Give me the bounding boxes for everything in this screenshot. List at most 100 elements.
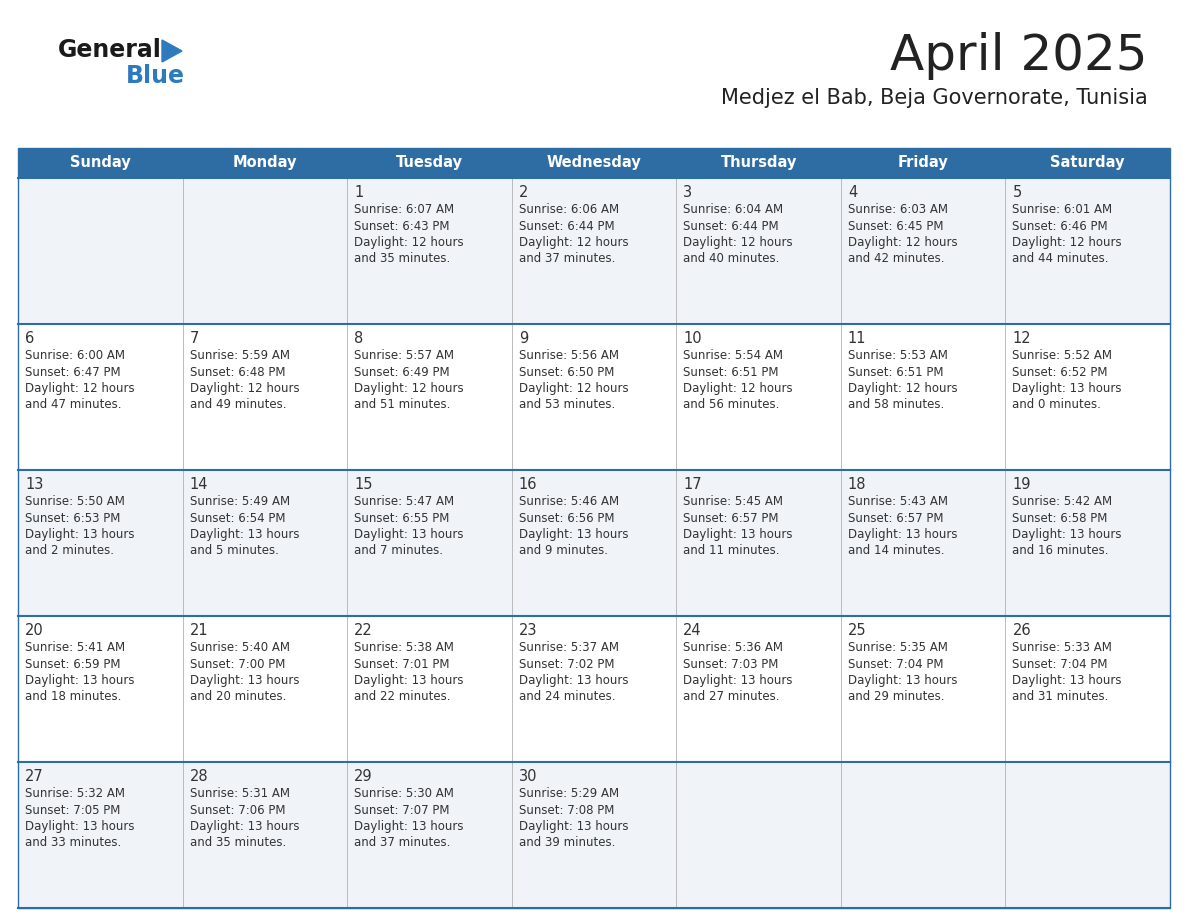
Text: Daylight: 12 hours: Daylight: 12 hours — [519, 382, 628, 395]
Text: and 51 minutes.: and 51 minutes. — [354, 398, 450, 411]
Text: 19: 19 — [1012, 477, 1031, 492]
Text: Sunrise: 5:29 AM: Sunrise: 5:29 AM — [519, 787, 619, 800]
Text: Daylight: 13 hours: Daylight: 13 hours — [519, 674, 628, 687]
Text: Wednesday: Wednesday — [546, 155, 642, 171]
Text: 23: 23 — [519, 623, 537, 638]
Text: Sunrise: 5:50 AM: Sunrise: 5:50 AM — [25, 495, 125, 508]
Text: and 18 minutes.: and 18 minutes. — [25, 690, 121, 703]
Bar — [18, 762, 1170, 908]
Text: and 35 minutes.: and 35 minutes. — [354, 252, 450, 265]
Text: Sunset: 6:57 PM: Sunset: 6:57 PM — [848, 511, 943, 524]
Text: Sunset: 6:58 PM: Sunset: 6:58 PM — [1012, 511, 1107, 524]
Text: Sunset: 6:48 PM: Sunset: 6:48 PM — [190, 365, 285, 378]
Text: Daylight: 13 hours: Daylight: 13 hours — [354, 528, 463, 541]
Text: and 16 minutes.: and 16 minutes. — [1012, 544, 1108, 557]
Text: Daylight: 12 hours: Daylight: 12 hours — [848, 236, 958, 249]
Text: Sunset: 6:52 PM: Sunset: 6:52 PM — [1012, 365, 1108, 378]
Text: and 9 minutes.: and 9 minutes. — [519, 544, 608, 557]
Text: Daylight: 13 hours: Daylight: 13 hours — [190, 528, 299, 541]
Text: 8: 8 — [354, 331, 364, 346]
Bar — [18, 148, 1170, 908]
Text: 27: 27 — [25, 769, 44, 784]
Text: and 11 minutes.: and 11 minutes. — [683, 544, 779, 557]
Text: Sunrise: 5:36 AM: Sunrise: 5:36 AM — [683, 641, 783, 654]
Text: and 39 minutes.: and 39 minutes. — [519, 836, 615, 849]
Text: 6: 6 — [25, 331, 34, 346]
Text: Sunrise: 6:04 AM: Sunrise: 6:04 AM — [683, 203, 783, 216]
Text: Sunset: 6:46 PM: Sunset: 6:46 PM — [1012, 219, 1108, 232]
Text: and 35 minutes.: and 35 minutes. — [190, 836, 286, 849]
Text: 9: 9 — [519, 331, 527, 346]
Text: Sunset: 6:47 PM: Sunset: 6:47 PM — [25, 365, 121, 378]
Text: Daylight: 13 hours: Daylight: 13 hours — [848, 528, 958, 541]
Text: Sunset: 6:57 PM: Sunset: 6:57 PM — [683, 511, 779, 524]
Text: Saturday: Saturday — [1050, 155, 1125, 171]
Text: Sunset: 7:07 PM: Sunset: 7:07 PM — [354, 803, 449, 816]
Text: Sunday: Sunday — [70, 155, 131, 171]
Text: Sunset: 6:53 PM: Sunset: 6:53 PM — [25, 511, 120, 524]
Text: Sunrise: 5:53 AM: Sunrise: 5:53 AM — [848, 349, 948, 362]
Text: 3: 3 — [683, 185, 693, 200]
Bar — [18, 324, 1170, 470]
Text: 18: 18 — [848, 477, 866, 492]
Text: Sunrise: 5:59 AM: Sunrise: 5:59 AM — [190, 349, 290, 362]
Text: and 37 minutes.: and 37 minutes. — [354, 836, 450, 849]
Text: Sunset: 6:44 PM: Sunset: 6:44 PM — [683, 219, 779, 232]
Text: Sunrise: 5:30 AM: Sunrise: 5:30 AM — [354, 787, 454, 800]
Text: Sunset: 6:59 PM: Sunset: 6:59 PM — [25, 657, 120, 670]
Text: Daylight: 12 hours: Daylight: 12 hours — [848, 382, 958, 395]
Text: Daylight: 12 hours: Daylight: 12 hours — [354, 236, 463, 249]
Text: Daylight: 13 hours: Daylight: 13 hours — [25, 820, 134, 833]
Bar — [18, 178, 1170, 324]
Text: 22: 22 — [354, 623, 373, 638]
Text: Daylight: 13 hours: Daylight: 13 hours — [190, 820, 299, 833]
Text: Sunrise: 5:43 AM: Sunrise: 5:43 AM — [848, 495, 948, 508]
Text: 12: 12 — [1012, 331, 1031, 346]
Text: 7: 7 — [190, 331, 198, 346]
Text: Daylight: 12 hours: Daylight: 12 hours — [683, 382, 792, 395]
Text: and 2 minutes.: and 2 minutes. — [25, 544, 114, 557]
Text: Sunrise: 5:49 AM: Sunrise: 5:49 AM — [190, 495, 290, 508]
Text: Daylight: 13 hours: Daylight: 13 hours — [683, 528, 792, 541]
Text: Sunrise: 6:03 AM: Sunrise: 6:03 AM — [848, 203, 948, 216]
Text: Sunrise: 5:46 AM: Sunrise: 5:46 AM — [519, 495, 619, 508]
Text: and 22 minutes.: and 22 minutes. — [354, 690, 450, 703]
Text: Daylight: 13 hours: Daylight: 13 hours — [519, 820, 628, 833]
Text: and 44 minutes.: and 44 minutes. — [1012, 252, 1108, 265]
Text: Daylight: 13 hours: Daylight: 13 hours — [1012, 382, 1121, 395]
Text: 5: 5 — [1012, 185, 1022, 200]
Text: and 14 minutes.: and 14 minutes. — [848, 544, 944, 557]
Polygon shape — [162, 40, 182, 62]
Text: 17: 17 — [683, 477, 702, 492]
Text: Friday: Friday — [898, 155, 948, 171]
Text: Sunset: 6:44 PM: Sunset: 6:44 PM — [519, 219, 614, 232]
Text: April 2025: April 2025 — [891, 32, 1148, 80]
Text: 30: 30 — [519, 769, 537, 784]
Text: Daylight: 13 hours: Daylight: 13 hours — [354, 674, 463, 687]
Text: and 49 minutes.: and 49 minutes. — [190, 398, 286, 411]
Text: Sunset: 7:01 PM: Sunset: 7:01 PM — [354, 657, 449, 670]
Text: Sunrise: 5:42 AM: Sunrise: 5:42 AM — [1012, 495, 1112, 508]
Text: Daylight: 13 hours: Daylight: 13 hours — [190, 674, 299, 687]
Text: and 5 minutes.: and 5 minutes. — [190, 544, 278, 557]
Text: and 31 minutes.: and 31 minutes. — [1012, 690, 1108, 703]
Text: Sunrise: 5:33 AM: Sunrise: 5:33 AM — [1012, 641, 1112, 654]
Text: 13: 13 — [25, 477, 44, 492]
Text: Daylight: 13 hours: Daylight: 13 hours — [1012, 528, 1121, 541]
Text: 21: 21 — [190, 623, 208, 638]
Text: Sunset: 7:08 PM: Sunset: 7:08 PM — [519, 803, 614, 816]
Text: 2: 2 — [519, 185, 529, 200]
Text: Sunrise: 5:31 AM: Sunrise: 5:31 AM — [190, 787, 290, 800]
Text: Medjez el Bab, Beja Governorate, Tunisia: Medjez el Bab, Beja Governorate, Tunisia — [721, 88, 1148, 108]
Text: and 53 minutes.: and 53 minutes. — [519, 398, 615, 411]
Text: 20: 20 — [25, 623, 44, 638]
Text: Daylight: 13 hours: Daylight: 13 hours — [848, 674, 958, 687]
Text: Sunrise: 5:54 AM: Sunrise: 5:54 AM — [683, 349, 783, 362]
Text: 26: 26 — [1012, 623, 1031, 638]
Text: 14: 14 — [190, 477, 208, 492]
Text: Sunrise: 5:45 AM: Sunrise: 5:45 AM — [683, 495, 783, 508]
Text: Sunset: 6:45 PM: Sunset: 6:45 PM — [848, 219, 943, 232]
Text: Sunset: 7:02 PM: Sunset: 7:02 PM — [519, 657, 614, 670]
Text: Daylight: 13 hours: Daylight: 13 hours — [354, 820, 463, 833]
Text: Blue: Blue — [126, 64, 185, 88]
